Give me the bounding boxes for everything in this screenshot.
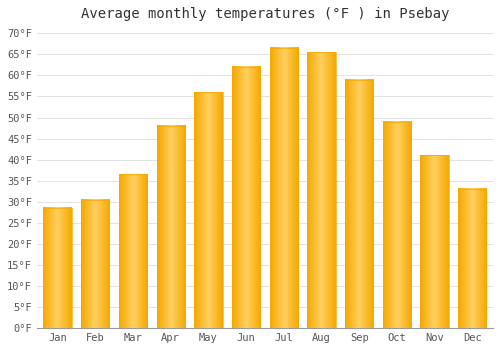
Title: Average monthly temperatures (°F ) in Psebay: Average monthly temperatures (°F ) in Ps… — [80, 7, 449, 21]
Bar — [270, 48, 298, 328]
Bar — [81, 200, 110, 328]
Bar — [308, 52, 336, 328]
Bar — [44, 208, 72, 328]
Bar — [420, 155, 449, 328]
Bar — [345, 79, 374, 328]
Bar — [156, 126, 185, 328]
Bar — [119, 174, 147, 328]
Bar — [194, 92, 222, 328]
Bar — [383, 122, 411, 328]
Bar — [232, 67, 260, 328]
Bar — [458, 189, 486, 328]
